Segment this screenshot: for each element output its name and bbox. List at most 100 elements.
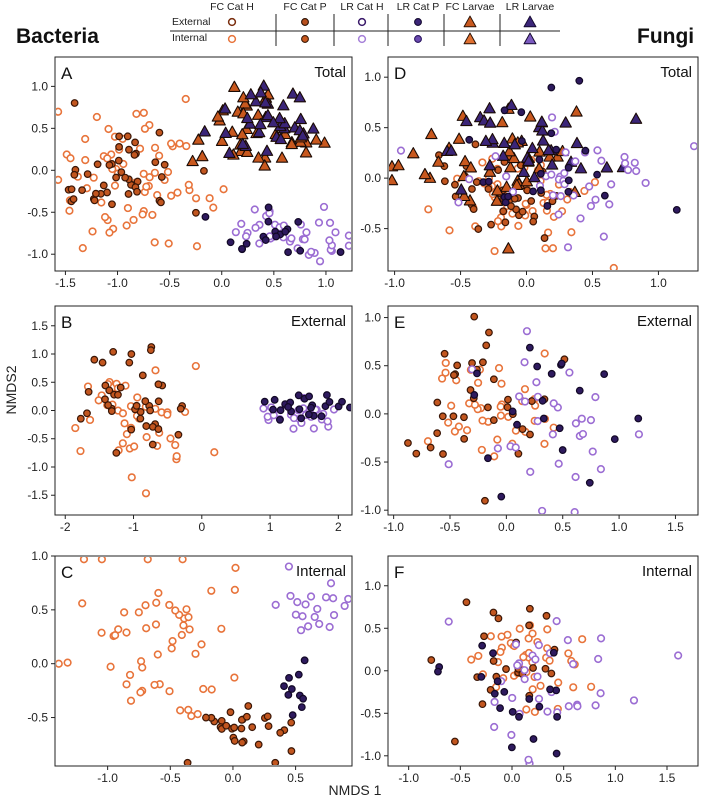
point-fch [97, 628, 106, 637]
point-fcp [230, 723, 239, 732]
legend-marker-internal-fcp [301, 35, 309, 43]
point-lrl [498, 136, 511, 148]
point-fch [173, 188, 182, 197]
plot-frame [387, 555, 699, 767]
point-lrh [315, 257, 325, 266]
point-fcp [176, 404, 185, 413]
point-fcp [98, 358, 107, 367]
point-fch [567, 228, 576, 237]
point-fch [231, 563, 240, 572]
point-fcp [154, 380, 163, 389]
point-fcp [472, 178, 481, 187]
point-fch [522, 705, 531, 714]
point-fch [78, 244, 87, 253]
plot-frame [387, 305, 699, 516]
legend-label-fc-larvae: FC Larvae [445, 1, 494, 13]
point-lrl [483, 159, 497, 171]
x-tick-label: 0.0 [504, 771, 521, 785]
point-lrl [254, 86, 268, 98]
point-lrp [294, 670, 303, 679]
y-tick-label: 1.0 [364, 579, 381, 593]
point-fch [191, 361, 200, 371]
point-fch [580, 186, 589, 196]
point-fcp [470, 312, 479, 321]
point-lrh [326, 579, 336, 588]
point-lrh [537, 506, 547, 514]
point-fcp [518, 207, 527, 216]
point-fcp [103, 188, 111, 197]
point-lrp [547, 369, 556, 378]
point-fcl [496, 115, 509, 128]
point-fch [65, 206, 74, 215]
point-lrh [554, 210, 563, 219]
point-fcp [254, 740, 263, 749]
x-tick-label: -1.0 [383, 520, 404, 534]
point-fcl [510, 178, 524, 191]
point-fch [141, 601, 150, 610]
point-lrp [285, 673, 293, 682]
point-lrp [564, 187, 573, 196]
point-lrh [511, 640, 521, 649]
x-tick-label: -1.0 [398, 771, 419, 785]
point-fcl [507, 151, 521, 164]
point-lrl [294, 112, 307, 125]
point-lrh [293, 598, 302, 607]
point-lrh [629, 696, 639, 705]
x-tick-label: -0.5 [440, 520, 461, 534]
point-fch [179, 621, 188, 630]
data-points [404, 312, 644, 514]
point-lrp [288, 711, 297, 720]
point-fcp [542, 611, 551, 620]
point-lrp [490, 689, 499, 698]
point-fcl [252, 151, 265, 163]
point-fch [129, 215, 138, 225]
y-tick-label: -0.5 [27, 432, 48, 446]
point-fcl [500, 180, 513, 192]
point-lrh [571, 419, 581, 428]
point-lrh [304, 622, 313, 631]
point-fch [110, 181, 120, 190]
point-fcp [121, 173, 130, 182]
point-fch [143, 557, 152, 564]
point-fch [142, 182, 151, 191]
point-fch [569, 683, 578, 692]
point-fcp [469, 205, 478, 213]
point-fch [122, 430, 131, 439]
point-lrh [301, 600, 310, 609]
point-fcp [69, 195, 78, 204]
point-lrh [549, 399, 558, 408]
point-lrl [496, 149, 510, 161]
point-fcl [215, 134, 229, 146]
point-fcp [481, 496, 489, 505]
point-fch [528, 629, 537, 638]
point-fcp [482, 341, 491, 350]
x-tick-label: -0.5 [450, 771, 471, 785]
point-fch [171, 606, 180, 615]
point-fch [81, 156, 90, 165]
point-fch [540, 439, 549, 449]
point-fcp [451, 737, 459, 746]
point-fcp [146, 406, 155, 415]
point-fcp [426, 443, 435, 452]
point-fcp [438, 412, 447, 421]
point-lrp [575, 76, 584, 85]
plot-frame [54, 56, 353, 272]
x-tick-label: 0 [198, 520, 205, 534]
point-lrh [284, 562, 294, 571]
point-fcp [157, 198, 165, 207]
point-fcp [76, 414, 85, 423]
point-lrl [293, 91, 307, 103]
point-lrh [490, 722, 499, 732]
point-fch [197, 640, 206, 649]
point-fch [106, 662, 115, 671]
point-fch [210, 448, 219, 457]
x-tick-label: 0.0 [213, 276, 230, 290]
point-lrp [284, 248, 292, 257]
x-tick-label: 0.0 [225, 771, 242, 785]
point-lrh [630, 158, 639, 167]
x-tick-label: 0.0 [518, 276, 535, 290]
point-fch [165, 600, 174, 610]
point-lrh [493, 444, 502, 453]
point-fch [490, 246, 499, 256]
point-fch [191, 649, 200, 658]
